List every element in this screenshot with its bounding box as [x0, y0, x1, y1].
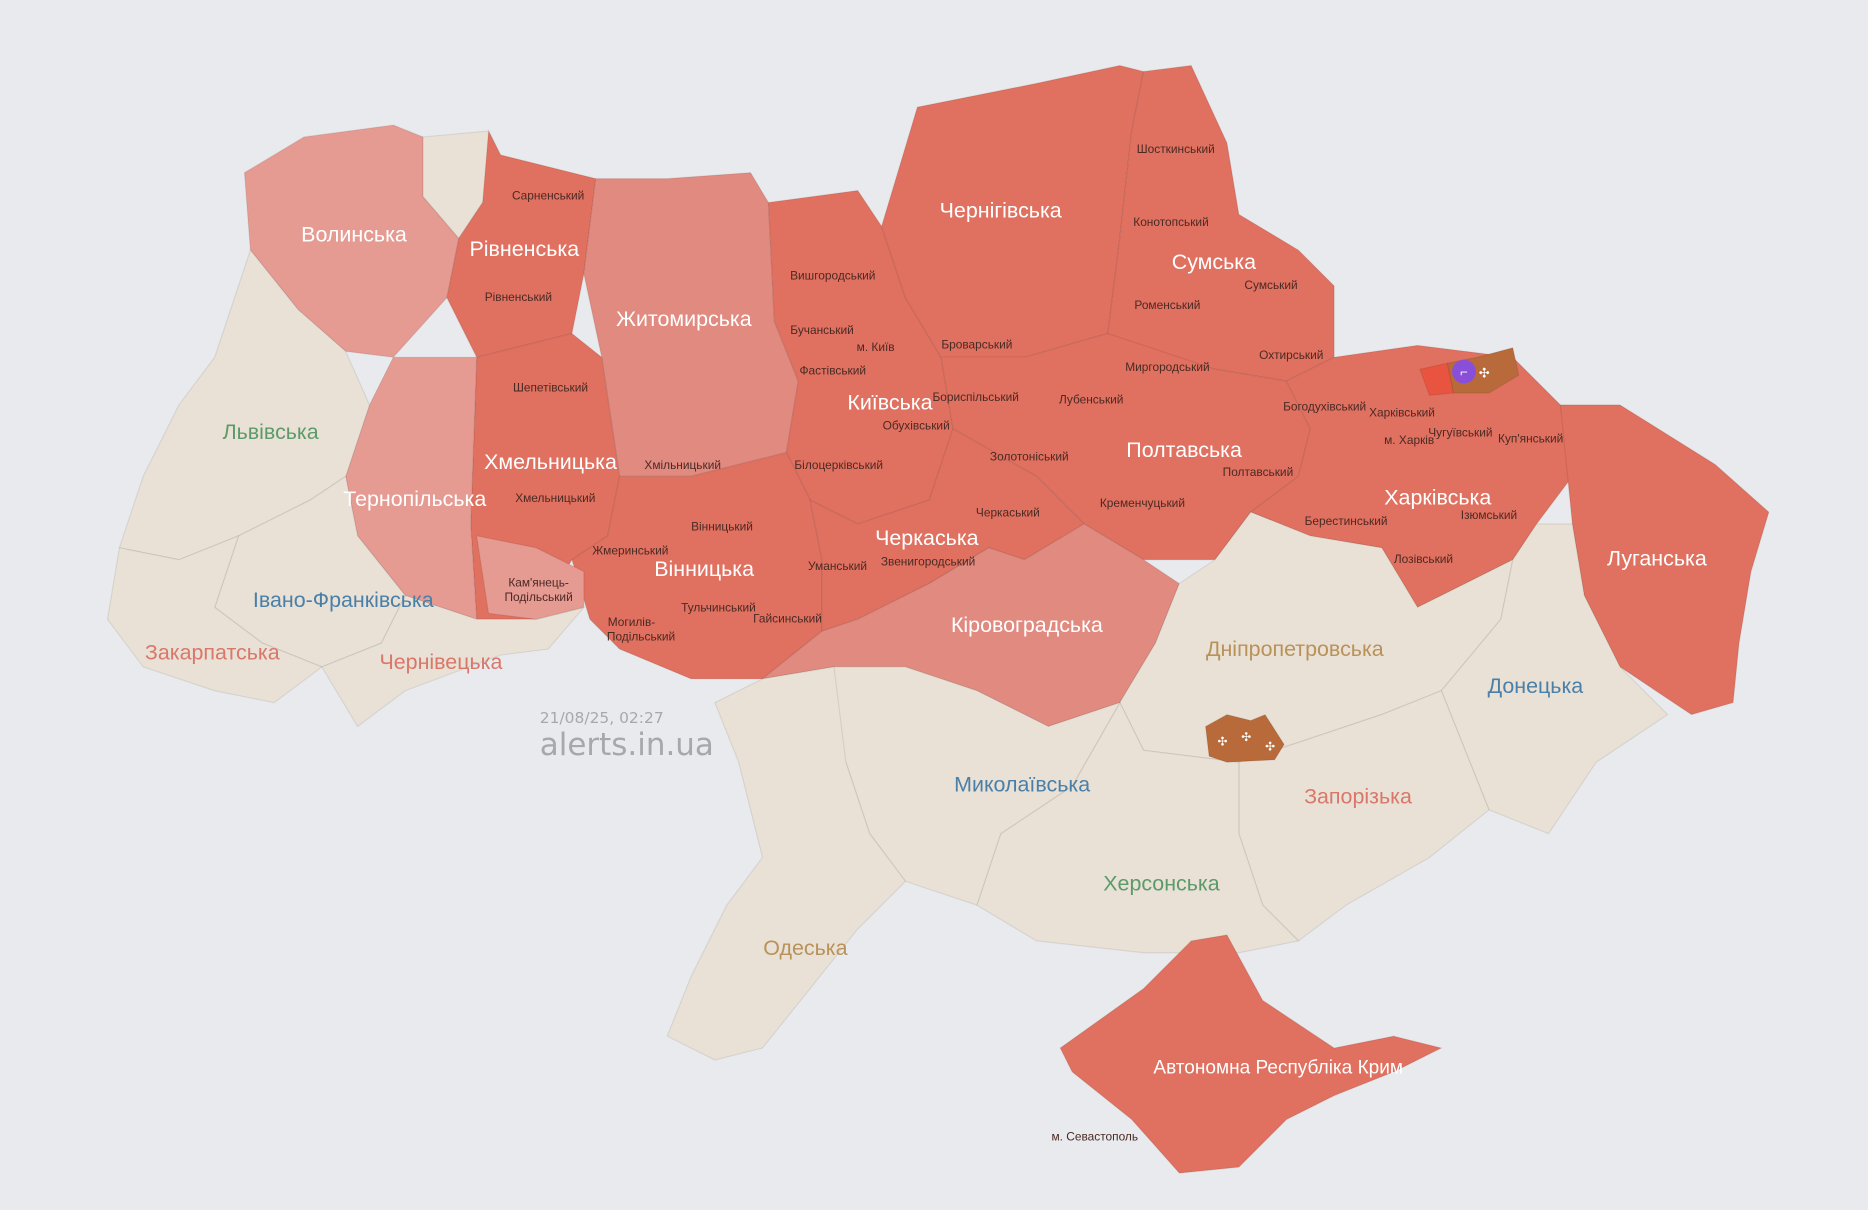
region-odeska[interactable]: [666, 666, 907, 1061]
rifle-icon-bg: [1452, 359, 1476, 384]
label-ivano-frankivska: Івано-Франківська: [253, 588, 434, 612]
label-cherkaska: Черкаська: [875, 526, 979, 550]
label-sumska: Сумська: [1172, 250, 1256, 274]
raion-label: Лубенський: [1059, 392, 1124, 406]
label-mykolaivska: Миколаївська: [954, 773, 1090, 797]
label-chernivetska: Чернівецька: [379, 650, 502, 674]
artillery-icon: ✣: [1217, 735, 1227, 749]
label-khmelnytska: Хмельницька: [484, 450, 617, 474]
raion-label: Хмільницький: [644, 458, 721, 472]
artillery-icon: ✣: [1241, 730, 1251, 744]
raion-label: Охтирський: [1259, 348, 1323, 362]
raion-label: Богодухівський: [1283, 399, 1366, 413]
raion-label: Подільський: [504, 590, 572, 604]
raion-label: Конотопський: [1133, 215, 1208, 229]
rifle-icon: ⌐: [1460, 364, 1468, 379]
label-zaporizka: Запорізька: [1304, 785, 1412, 809]
label-crimea: Автономна Республіка Крим: [1153, 1057, 1403, 1078]
raion-label: Сумський: [1244, 278, 1297, 292]
raion-label: Вінницький: [691, 520, 753, 534]
marker-artillery[interactable]: ✣ ✣ ✣ ✣: [1217, 366, 1489, 754]
raion-label: Чугуївський: [1428, 426, 1492, 440]
label-volynska: Волинська: [301, 222, 407, 246]
raion-labels: Сарненський Рівненський Шепетівський Хмельн…: [485, 142, 1564, 1143]
raion-label: Лозівський: [1394, 552, 1453, 566]
hotspot-kharkiv-border[interactable]: [1419, 362, 1454, 397]
raion-label: Броварський: [941, 338, 1012, 352]
raion-label: Миргородський: [1125, 360, 1209, 374]
raion-label: Обухівський: [883, 418, 950, 432]
label-kirovohradska: Кіровоградська: [951, 613, 1103, 637]
artillery-icon: ✣: [1479, 366, 1490, 381]
raion-label: Ізюмський: [1461, 508, 1517, 522]
raion-label: Золотоніський: [990, 449, 1069, 463]
timestamp: 21/08/25, 02:27: [540, 709, 664, 727]
raion-label: Бориспільський: [932, 390, 1018, 404]
raion-label: Шепетівський: [513, 380, 588, 394]
region-luhanska[interactable]: [1559, 404, 1770, 716]
raion-label: Черкаський: [976, 505, 1040, 519]
label-ternopilska: Тернопільська: [343, 487, 486, 511]
label-kyivska: Київська: [847, 390, 932, 414]
label-kharkivska: Харківська: [1384, 486, 1491, 510]
raion-label: Бучанський: [790, 323, 854, 337]
raion-label: м. Київ: [857, 340, 895, 354]
raion-label: Гайсинський: [753, 611, 822, 625]
label-khersonska: Херсонська: [1103, 872, 1220, 896]
label-poltavska: Полтавська: [1126, 438, 1242, 462]
raion-label: Уманський: [808, 559, 867, 573]
label-odeska: Одеська: [763, 936, 847, 960]
combat-zone-zaporizhzhia[interactable]: [1204, 713, 1285, 763]
label-vinnytska: Вінницька: [654, 557, 754, 581]
artillery-icon: ✣: [1265, 739, 1275, 753]
raion-label: Шосткинський: [1137, 142, 1215, 156]
raion-label: Вишгородський: [790, 268, 875, 282]
raion-label: Кам'янець-: [508, 576, 569, 590]
label-dnipropetrovska: Дніпропетровська: [1206, 637, 1384, 661]
label-rivnenska: Рівненська: [469, 237, 579, 261]
raion-label: м. Севастополь: [1051, 1129, 1138, 1143]
region-donetska[interactable]: [1440, 523, 1669, 835]
label-zakarpatska: Закарпатська: [145, 640, 280, 664]
raion-label: Тульчинський: [681, 601, 756, 615]
region-kamianets-raion[interactable]: [475, 535, 585, 620]
label-donetska: Донецька: [1488, 674, 1584, 698]
raion-label: Куп'янський: [1498, 432, 1563, 446]
label-chernihivska: Чернігівська: [940, 199, 1062, 223]
raion-label: Подільський: [607, 629, 675, 643]
label-lvivska: Львівська: [223, 420, 319, 444]
label-zhytomyrska: Житомирська: [616, 307, 752, 331]
raion-label: Роменський: [1134, 298, 1200, 312]
raion-label: м. Харків: [1384, 433, 1434, 447]
raion-label: Хмельницький: [515, 491, 595, 505]
region-zaporizka[interactable]: [1238, 689, 1490, 942]
raion-label: Фастівський: [800, 364, 866, 378]
raion-label: Рівненський: [485, 290, 552, 304]
raion-label: Звенигородський: [881, 554, 975, 568]
raion-label: Кременчуцький: [1100, 496, 1185, 510]
label-luhanska: Луганська: [1607, 546, 1707, 570]
raion-label: Берестинський: [1305, 514, 1388, 528]
raion-label: Могилів-: [608, 615, 656, 629]
oblast-labels: Волинська Рівненська Житомирська Чернігі…: [145, 199, 1707, 1079]
marker-rifle[interactable]: ⌐: [1452, 359, 1476, 384]
raion-label: Жмеринський: [592, 544, 668, 558]
raion-label: Сарненський: [512, 189, 584, 203]
raion-label: Харківський: [1369, 405, 1435, 419]
raion-label: Полтавський: [1223, 465, 1294, 479]
watermark: alerts.in.ua: [540, 727, 714, 763]
raion-label: Білоцерківський: [794, 458, 883, 472]
region-crimea[interactable]: [1059, 934, 1444, 1174]
